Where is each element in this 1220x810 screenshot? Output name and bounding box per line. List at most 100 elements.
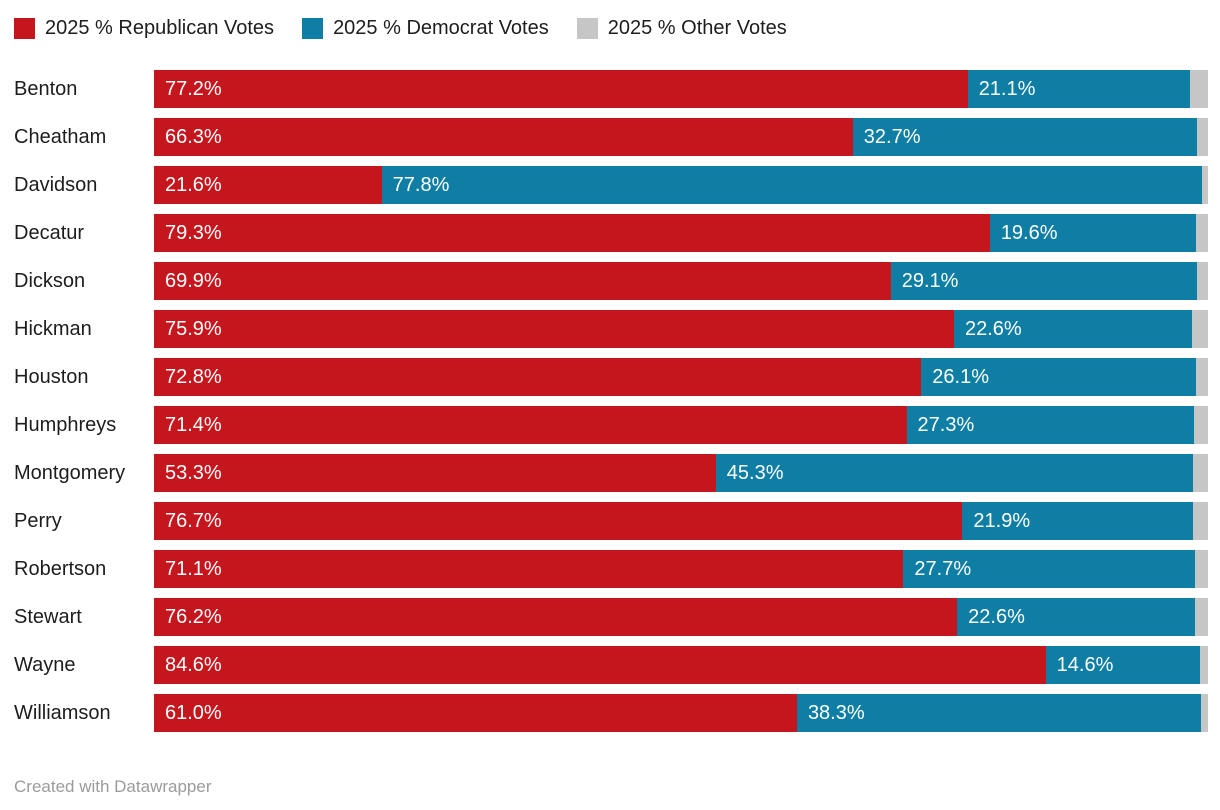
- republican-bar-segment[interactable]: 76.2%: [154, 598, 958, 636]
- republican-bar-segment[interactable]: 21.6%: [154, 166, 382, 204]
- other-bar-segment[interactable]: [1201, 166, 1208, 204]
- republican-bar-segment[interactable]: 71.4%: [154, 406, 907, 444]
- republican-value-label: 72.8%: [165, 365, 222, 388]
- republican-value-label: 76.7%: [165, 509, 222, 532]
- republican-value-label: 21.6%: [165, 173, 222, 196]
- democrat-value-label: 29.1%: [901, 269, 959, 292]
- other-bar-segment[interactable]: [1195, 550, 1208, 588]
- republican-bar-segment[interactable]: 79.3%: [154, 214, 990, 252]
- democrat-bar-segment[interactable]: 21.9%: [962, 502, 1194, 540]
- republican-bar-segment[interactable]: 66.3%: [154, 118, 853, 156]
- datawrapper-credit-link[interactable]: Created with Datawrapper: [14, 777, 212, 796]
- democrat-value-label: 27.7%: [914, 557, 972, 580]
- footer: Created with Datawrapper: [0, 777, 1220, 797]
- other-bar-segment[interactable]: [1196, 214, 1208, 252]
- table-row: Wayne 84.6% 14.6%: [0, 646, 1220, 684]
- republican-bar-segment[interactable]: 53.3%: [154, 454, 716, 492]
- bar-track: 72.8% 26.1%: [154, 358, 1208, 396]
- other-bar-segment[interactable]: [1190, 70, 1208, 108]
- democrat-value-label: 32.7%: [863, 125, 921, 148]
- bar-track: 84.6% 14.6%: [154, 646, 1208, 684]
- county-label: Decatur: [14, 221, 85, 244]
- county-label: Montgomery: [14, 461, 126, 484]
- republican-bar-segment[interactable]: 69.9%: [154, 262, 891, 300]
- republican-value-label: 84.6%: [165, 653, 222, 676]
- democrat-bar-segment[interactable]: 77.8%: [381, 166, 1202, 204]
- democrat-bar-segment[interactable]: 14.6%: [1045, 646, 1200, 684]
- other-bar-segment[interactable]: [1200, 694, 1208, 732]
- democrat-value-label: 26.1%: [932, 365, 990, 388]
- democrat-value-label: 21.9%: [973, 509, 1031, 532]
- other-bar-segment[interactable]: [1197, 262, 1208, 300]
- bar-track: 21.6% 77.8%: [154, 166, 1208, 204]
- bar-track: 77.2% 21.1%: [154, 70, 1208, 108]
- democrat-bar-segment[interactable]: 26.1%: [921, 358, 1197, 396]
- other-bar-segment[interactable]: [1193, 502, 1208, 540]
- democrat-swatch-icon: [302, 17, 324, 39]
- republican-value-label: 77.2%: [165, 77, 222, 100]
- democrat-bar-segment[interactable]: 21.1%: [967, 70, 1191, 108]
- republican-swatch-icon: [14, 17, 35, 39]
- legend-item-other: 2025 % Other Votes: [576, 17, 787, 39]
- democrat-bar-segment[interactable]: 27.3%: [906, 406, 1195, 444]
- bar-track: 71.1% 27.7%: [154, 550, 1208, 588]
- republican-bar-segment[interactable]: 84.6%: [154, 646, 1046, 684]
- other-bar-segment[interactable]: [1194, 406, 1208, 444]
- republican-bar-segment[interactable]: 61.0%: [154, 694, 797, 732]
- republican-value-label: 76.2%: [165, 605, 222, 628]
- democrat-bar-segment[interactable]: 22.6%: [953, 310, 1193, 348]
- bar-track: 61.0% 38.3%: [154, 694, 1208, 732]
- county-label: Perry: [14, 509, 62, 532]
- democrat-value-label: 22.6%: [968, 605, 1025, 628]
- other-bar-segment[interactable]: [1199, 646, 1208, 684]
- democrat-bar-segment[interactable]: 32.7%: [852, 118, 1198, 156]
- democrat-bar-segment[interactable]: 38.3%: [796, 694, 1201, 732]
- bar-track: 75.9% 22.6%: [154, 310, 1208, 348]
- table-row: Perry 76.7% 21.9%: [0, 502, 1220, 540]
- democrat-value-label: 45.3%: [726, 461, 784, 484]
- county-label: Dickson: [14, 269, 86, 292]
- republican-value-label: 75.9%: [165, 317, 222, 340]
- democrat-value-label: 77.8%: [392, 173, 450, 196]
- democrat-bar-segment[interactable]: 29.1%: [890, 262, 1198, 300]
- republican-value-label: 61.0%: [165, 701, 222, 724]
- table-row: Stewart 76.2% 22.6%: [0, 598, 1220, 636]
- other-bar-segment[interactable]: [1192, 310, 1208, 348]
- county-label: Cheatham: [14, 125, 107, 148]
- democrat-value-label: 21.1%: [978, 77, 1036, 100]
- legend-label-democrat: 2025 % Democrat Votes: [333, 17, 549, 39]
- other-bar-segment[interactable]: [1195, 598, 1208, 636]
- county-label: Robertson: [14, 557, 107, 580]
- county-label: Hickman: [14, 317, 92, 340]
- county-label: Humphreys: [14, 413, 117, 436]
- other-swatch-icon: [576, 17, 598, 39]
- democrat-value-label: 14.6%: [1056, 653, 1114, 676]
- democrat-bar-segment[interactable]: 45.3%: [715, 454, 1194, 492]
- republican-bar-segment[interactable]: 75.9%: [154, 310, 954, 348]
- table-row: Davidson 21.6% 77.8%: [0, 166, 1220, 204]
- republican-bar-segment[interactable]: 71.1%: [154, 550, 904, 588]
- other-bar-segment[interactable]: [1196, 358, 1208, 396]
- county-label: Wayne: [14, 653, 76, 676]
- table-row: Humphreys 71.4% 27.3%: [0, 406, 1220, 444]
- table-row: Hickman 75.9% 22.6%: [0, 310, 1220, 348]
- bar-track: 71.4% 27.3%: [154, 406, 1208, 444]
- democrat-bar-segment[interactable]: 19.6%: [989, 214, 1197, 252]
- table-row: Montgomery 53.3% 45.3%: [0, 454, 1220, 492]
- democrat-bar-segment[interactable]: 27.7%: [903, 550, 1196, 588]
- table-row: Benton 77.2% 21.1%: [0, 70, 1220, 108]
- democrat-value-label: 38.3%: [807, 701, 865, 724]
- table-row: Houston 72.8% 26.1%: [0, 358, 1220, 396]
- republican-bar-segment[interactable]: 77.2%: [154, 70, 968, 108]
- republican-bar-segment[interactable]: 76.7%: [154, 502, 963, 540]
- republican-value-label: 71.4%: [165, 413, 222, 436]
- democrat-value-label: 27.3%: [917, 413, 975, 436]
- bar-track: 76.2% 22.6%: [154, 598, 1208, 636]
- other-bar-segment[interactable]: [1193, 454, 1208, 492]
- other-bar-segment[interactable]: [1197, 118, 1208, 156]
- democrat-value-label: 19.6%: [1000, 221, 1058, 244]
- bar-track: 76.7% 21.9%: [154, 502, 1208, 540]
- democrat-bar-segment[interactable]: 22.6%: [957, 598, 1196, 636]
- republican-bar-segment[interactable]: 72.8%: [154, 358, 922, 396]
- county-label: Williamson: [14, 701, 111, 724]
